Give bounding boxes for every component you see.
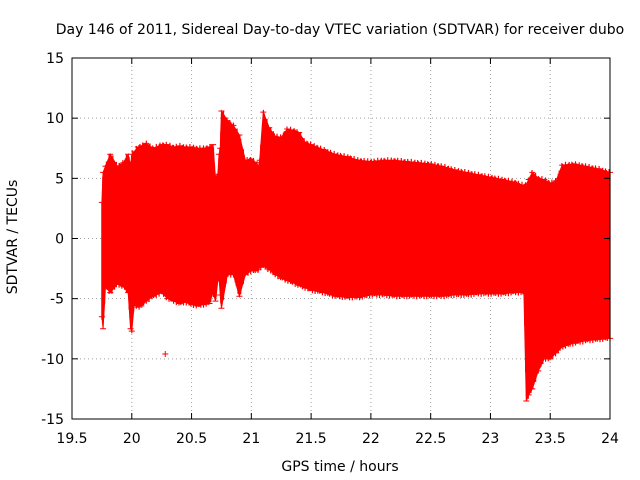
x-tick-label: 21.5 [296,431,327,447]
x-tick-label: 24 [601,431,619,447]
x-tick-label: 22 [362,431,380,447]
y-tick-label: 0 [55,232,64,248]
tick-layer: 19.5 20 20.5 21 21.5 22 22.5 23 23.5 24 -15 -10 -5 0 5… [41,51,619,447]
x-tick-label: 23.5 [535,431,566,447]
y-tick-label: -5 [50,292,64,308]
y-tick-label: 5 [55,171,64,187]
outlier-point [162,351,169,358]
x-tick-label: 22.5 [415,431,446,447]
x-tick-label: 23 [482,431,500,447]
x-tick-label: 20 [123,431,141,447]
x-axis-label: GPS time / hours [281,459,398,475]
y-tick-label: -15 [41,412,64,428]
x-tick-label: 20.5 [176,431,207,447]
chart-title: Day 146 of 2011, Sidereal Day-to-day VTE… [56,22,624,38]
y-tick-label: -10 [41,352,64,368]
data-layer [98,109,613,402]
y-tick-label: 15 [46,51,64,67]
y-axis-label: SDTVAR / TECUs [5,180,21,295]
y-tick-label: 10 [46,111,64,127]
error-bar-caps [98,110,613,402]
x-tick-label: 21 [242,431,260,447]
x-tick-label: 19.5 [56,431,87,447]
sdtvar-envelope [101,109,611,402]
